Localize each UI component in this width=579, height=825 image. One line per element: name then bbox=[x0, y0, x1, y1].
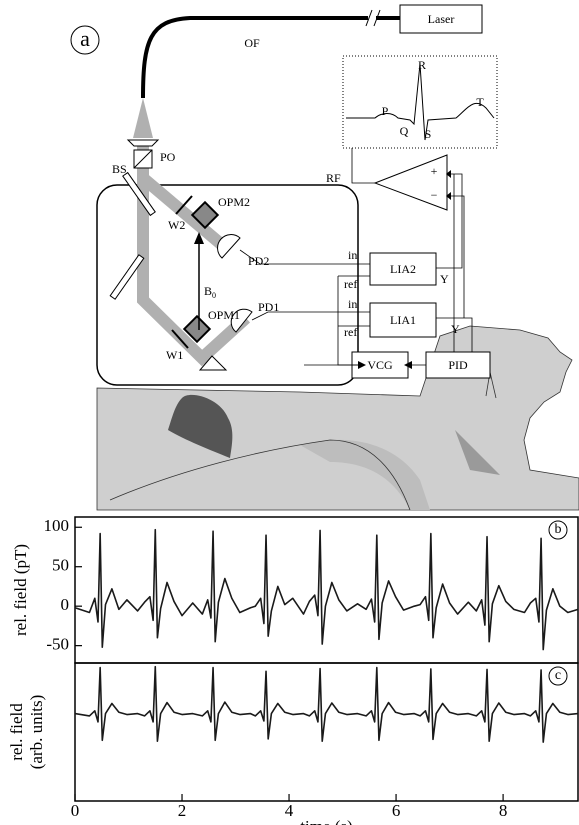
opm2-cell bbox=[190, 200, 220, 230]
x-tick-label: 2 bbox=[178, 801, 187, 820]
w2-plate bbox=[175, 195, 193, 215]
beam-splitter bbox=[122, 171, 156, 217]
heart bbox=[168, 394, 233, 458]
y-axis-label: rel. field (pT) bbox=[11, 544, 30, 636]
label-bs: BS bbox=[112, 162, 127, 176]
label-y2: Y bbox=[440, 272, 449, 286]
w1-plate bbox=[171, 329, 189, 349]
x-tick-label: 8 bbox=[499, 801, 508, 820]
label-p: P bbox=[382, 104, 389, 118]
lens bbox=[126, 139, 160, 147]
y-tick-label: 50 bbox=[52, 556, 69, 575]
label-r: R bbox=[418, 58, 426, 72]
y-tick-label: 100 bbox=[44, 516, 70, 535]
lia2-box bbox=[369, 252, 437, 286]
label-of: OF bbox=[244, 36, 260, 50]
panel-circle bbox=[548, 666, 568, 686]
polarizer-diagonal bbox=[133, 149, 153, 169]
label-s: S bbox=[425, 127, 432, 141]
beam-2 bbox=[139, 173, 232, 255]
label-pid: PID bbox=[448, 358, 468, 372]
plot-frame bbox=[74, 662, 579, 802]
label-q: Q bbox=[400, 124, 409, 138]
fiber-break bbox=[365, 9, 381, 27]
beam-1 bbox=[137, 140, 251, 367]
pd1 bbox=[230, 308, 253, 333]
label-b-subscript: 0 bbox=[212, 291, 216, 300]
y-axis-label: (arb. units) bbox=[27, 695, 46, 770]
b0-arrowhead bbox=[194, 232, 204, 244]
label-lia2: LIA2 bbox=[390, 262, 416, 276]
label-pd2: PD2 bbox=[248, 254, 269, 268]
opm1-cell bbox=[182, 314, 212, 344]
label-b: B bbox=[204, 284, 212, 298]
label-rf: RF bbox=[326, 171, 341, 185]
label-t: T bbox=[476, 95, 484, 109]
arm-shade bbox=[300, 439, 430, 510]
label-ref2: ref bbox=[344, 277, 357, 291]
panel-label: b bbox=[555, 522, 562, 537]
panel-a-circle bbox=[70, 25, 100, 55]
label-ref1: ref bbox=[344, 325, 357, 339]
label-in2: in bbox=[348, 248, 357, 262]
trace bbox=[74, 665, 579, 743]
label-in1: in bbox=[348, 297, 357, 311]
ecg-trace bbox=[346, 63, 495, 141]
prism bbox=[198, 355, 228, 371]
label-opm1: OPM1 bbox=[208, 308, 240, 322]
label-po: PO bbox=[160, 150, 176, 164]
laser-box bbox=[399, 4, 483, 34]
label-pd1: PD1 bbox=[258, 300, 279, 314]
neck-shade bbox=[455, 430, 500, 475]
label-lia1: LIA1 bbox=[390, 313, 416, 327]
pd2 bbox=[217, 234, 241, 259]
amplifier bbox=[373, 154, 448, 211]
rf-shield bbox=[96, 184, 359, 386]
x-tick-label: 4 bbox=[285, 801, 294, 820]
optical-fiber bbox=[141, 16, 400, 99]
label-w1: W1 bbox=[166, 348, 183, 362]
y-axis-label: rel. field bbox=[7, 703, 26, 761]
panel-label: a bbox=[80, 26, 90, 51]
y-tick-label: -50 bbox=[46, 635, 69, 654]
plot-frame bbox=[74, 516, 579, 664]
label-minus: − bbox=[431, 188, 438, 202]
label-vcg: VCG bbox=[367, 358, 393, 372]
lia1-box bbox=[369, 302, 437, 338]
mirror bbox=[109, 254, 145, 300]
body-contour bbox=[109, 439, 411, 511]
y-tick-label: 0 bbox=[61, 595, 70, 614]
label-plus: + bbox=[431, 164, 438, 178]
label-laser: Laser bbox=[428, 12, 455, 26]
x-axis-label: time (s) bbox=[300, 817, 352, 825]
panel-circle bbox=[548, 520, 568, 540]
x-tick-label: 6 bbox=[392, 801, 401, 820]
label-y1: Y bbox=[451, 322, 460, 336]
trace bbox=[74, 528, 579, 651]
x-tick-label: 0 bbox=[71, 801, 80, 820]
label-w2: W2 bbox=[168, 218, 185, 232]
pid-box bbox=[425, 351, 491, 379]
panel-label: c bbox=[555, 668, 561, 683]
beam-cone bbox=[133, 98, 153, 138]
label-opm2: OPM2 bbox=[218, 195, 250, 209]
